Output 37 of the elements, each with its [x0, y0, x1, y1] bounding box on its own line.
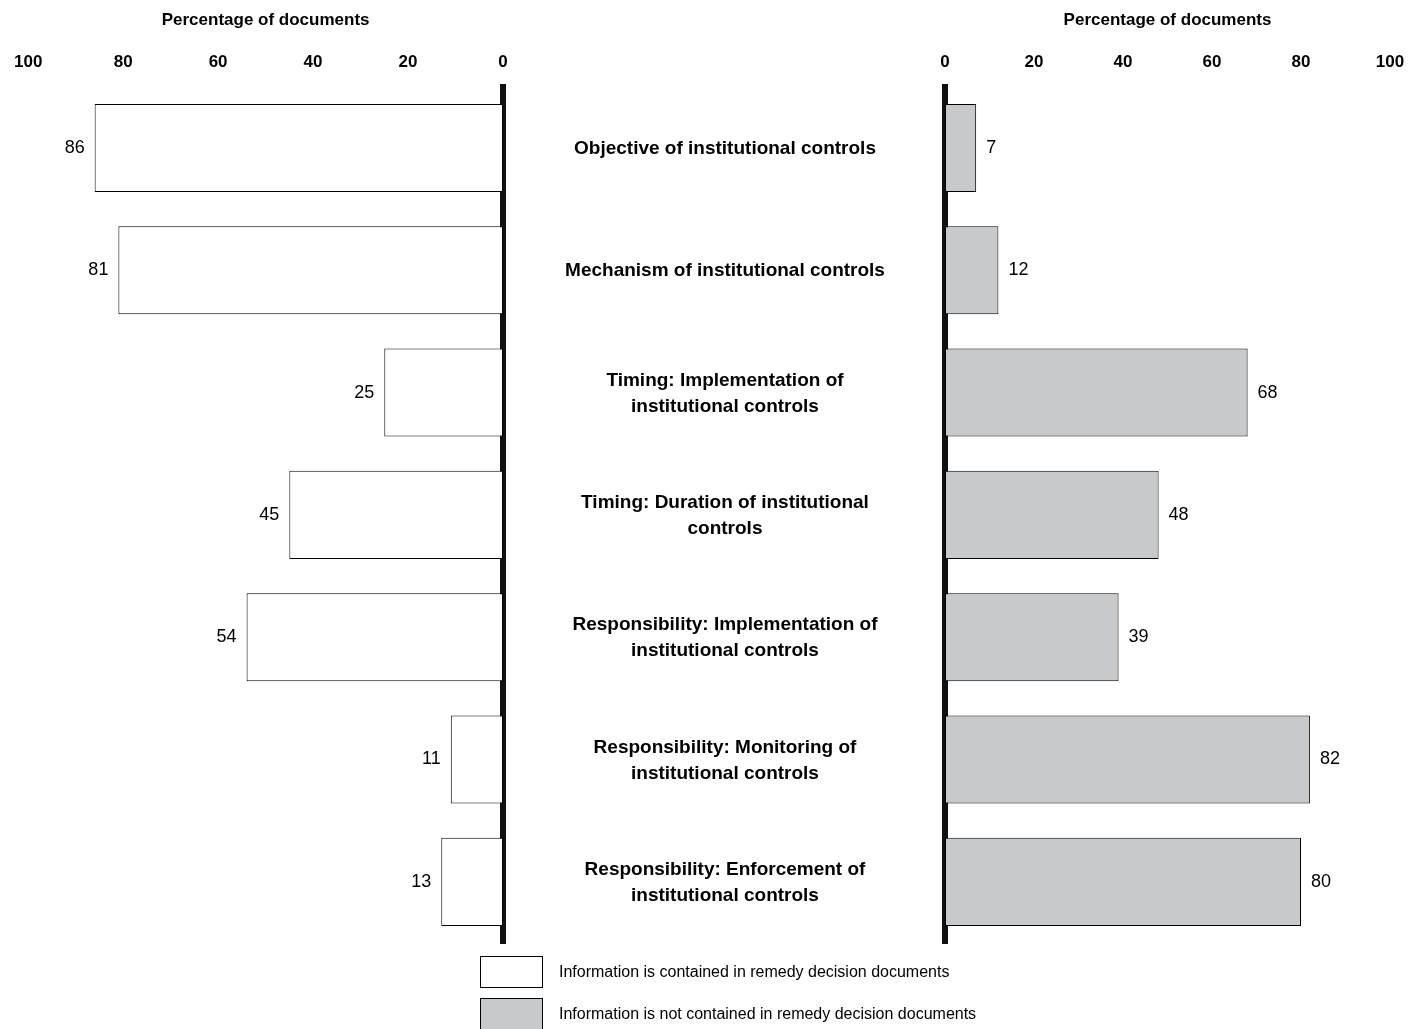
text: Information is contained in remedy decision documents [559, 963, 950, 981]
y-tick-label: Responsibility: Enforcement of institutional controls [583, 856, 867, 907]
data-label: 11 [422, 748, 441, 769]
x-tick-label: 40 [1113, 52, 1133, 72]
x-tick-label: 60 [1202, 52, 1222, 72]
x-tick-label: 60 [208, 52, 228, 72]
y-tick-label: Timing: Duration of institutional controls [580, 489, 870, 540]
x-axis-title: Percentage of documents [161, 9, 370, 29]
y-tick-label: Responsibility: Implementation of institutional controls [571, 612, 879, 663]
data-label: 68 [1257, 381, 1278, 402]
x-tick-label: 80 [113, 52, 133, 72]
x-tick-label: 80 [1291, 52, 1311, 72]
x-tick-label: 100 [1375, 52, 1405, 72]
x-tick-label: 20 [1024, 52, 1044, 72]
x-tick-label: 100 [13, 52, 43, 72]
y-tick-label: Objective of institutional controls [573, 135, 877, 160]
x-tick-label: 40 [303, 52, 323, 72]
data-label: 48 [1168, 503, 1189, 524]
data-label: 82 [1319, 748, 1340, 769]
legend-label: Information is not contained in remedy decision documents [559, 1005, 977, 1023]
data-label: 12 [1008, 259, 1029, 280]
y-tick-label: Responsibility: Monitoring of institutional controls [592, 734, 858, 785]
y-tick-label: Timing: Implementation of institutional controls [605, 367, 845, 418]
data-label: 39 [1128, 626, 1149, 647]
data-label: 25 [354, 381, 375, 402]
x-axis-title: Percentage of documents [1063, 9, 1272, 29]
data-label: 45 [259, 503, 280, 524]
x-tick-label: 0 [940, 52, 950, 72]
data-label: 86 [64, 136, 85, 157]
x-tick-label: 20 [398, 52, 418, 72]
data-label: 80 [1311, 870, 1332, 891]
x-tick-label: 0 [498, 52, 508, 72]
y-tick-label: Mechanism of institutional controls [564, 258, 886, 283]
data-label: 13 [411, 870, 432, 891]
data-label: 7 [986, 136, 997, 157]
data-label: 81 [88, 259, 109, 280]
data-label: 54 [216, 626, 237, 647]
